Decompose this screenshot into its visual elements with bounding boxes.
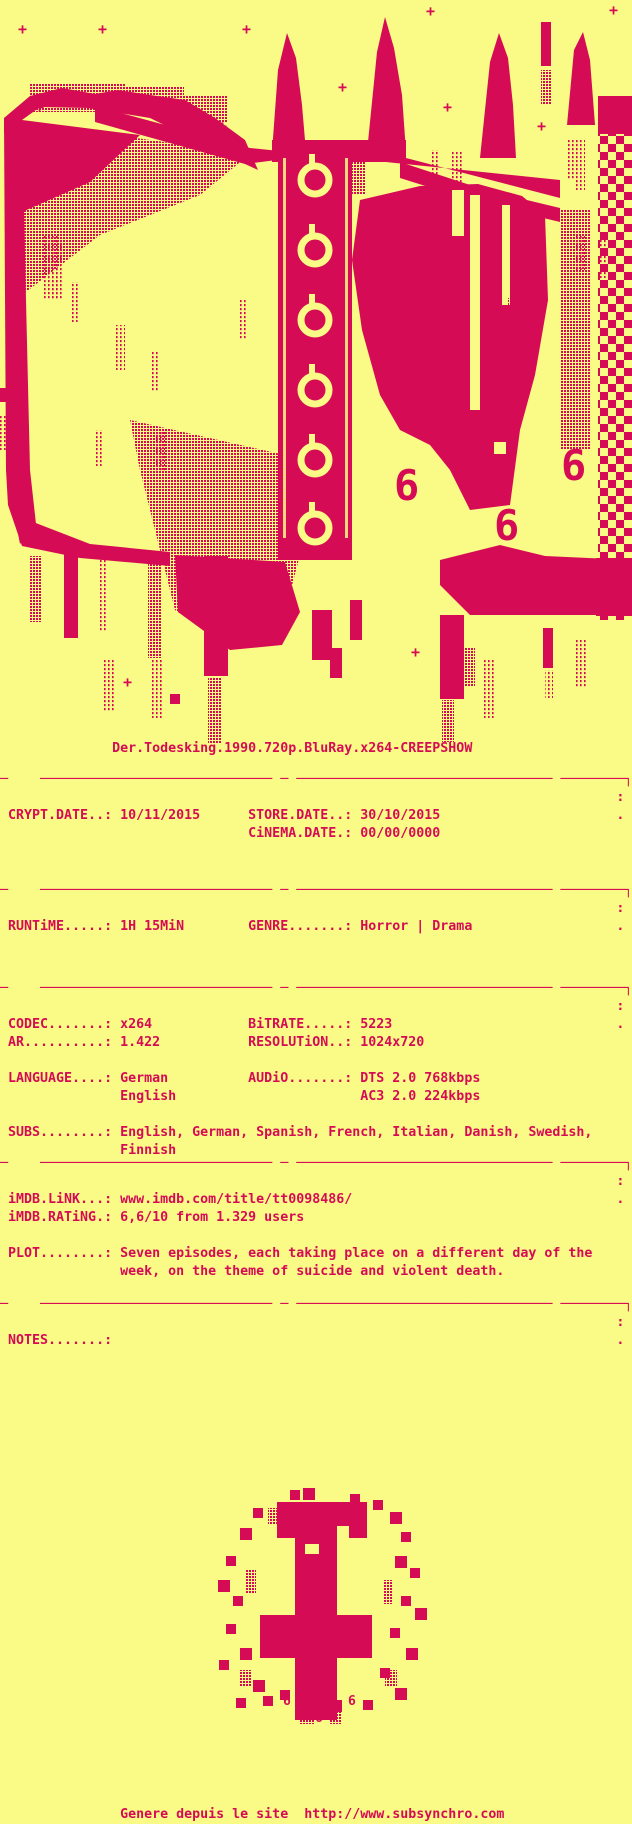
plus-mark: + [98, 20, 108, 38]
plus-mark: + [242, 20, 252, 38]
plus-mark: + [123, 673, 133, 691]
art-six-glyph: 6 [494, 501, 519, 550]
section-media-info: ─ ───────────────────────────── ─ ──────… [0, 981, 632, 1158]
footer-credit: Genere depuis le site http://www.subsync… [0, 1807, 505, 1822]
book-bottom-drips [6, 470, 632, 744]
book-left-page [4, 84, 300, 650]
section-runtime-genre: ─ ───────────────────────────── ─ ──────… [0, 883, 632, 934]
plus-mark: + [530, 593, 540, 611]
section-notes: ─ ───────────────────────────── ─ ──────… [0, 1297, 632, 1348]
book-spine [278, 140, 352, 560]
plus-mark: + [573, 50, 583, 68]
plus-mark: + [314, 643, 324, 661]
plus-mark: + [537, 117, 547, 135]
section-imdb-plot: ─ ───────────────────────────── ─ ──────… [0, 1156, 632, 1279]
plus-mark: + [338, 78, 348, 96]
top-artwork-demon-book: 6 6 6 [0, 17, 632, 744]
six-glyph: 6 [315, 1711, 323, 1726]
section-dates: ─ ───────────────────────────── ─ ──────… [0, 772, 632, 841]
plus-mark: + [18, 20, 28, 38]
release-title: Der.Todesking.1990.720p.BluRay.x264-CREE… [0, 741, 473, 756]
plus-mark: + [35, 98, 45, 116]
plus-mark: + [443, 98, 453, 116]
plus-mark: + [609, 1, 619, 19]
six-glyph: 6 [283, 1694, 291, 1709]
bottom-artwork-inverted-cross [218, 1488, 427, 1724]
plus-mark: + [218, 117, 228, 135]
art-six-glyph: 6 [394, 461, 419, 510]
six-glyph: 6 [348, 1694, 356, 1709]
plus-mark: + [411, 643, 421, 661]
plus-mark: + [426, 2, 436, 20]
book-right-page: 6 6 6 [352, 96, 632, 620]
